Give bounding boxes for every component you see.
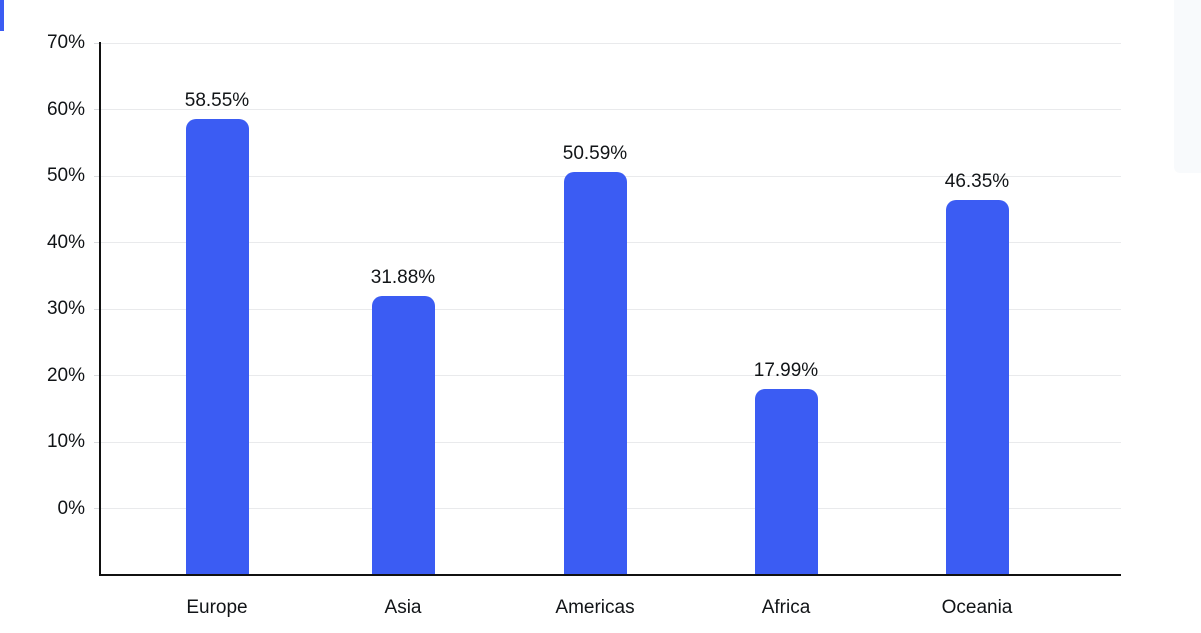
y-axis-tick [94, 109, 101, 110]
y-axis-label-30%: 30% [46, 298, 85, 319]
y-axis-label-20%: 20% [46, 364, 85, 386]
value-label-europe: 58.55% [184, 90, 250, 112]
y-axis-label-70%: 70% [46, 32, 85, 53]
y-axis-label-50%: 50% [46, 165, 85, 186]
value-label-americas: 50.59% [562, 143, 628, 165]
bar-oceania[interactable] [945, 200, 1009, 574]
y-axis-label-10%: 10% [46, 431, 85, 452]
value-label-oceania: 46.35% [944, 171, 1010, 193]
category-label-oceania: Oceania [941, 597, 1013, 618]
y-axis-label-60%: 60% [46, 98, 85, 120]
bar-americas[interactable] [563, 172, 627, 574]
y-axis-line [98, 42, 101, 576]
y-axis-tick [94, 308, 101, 310]
gridline-60% [101, 109, 1121, 110]
y-axis-tick [94, 508, 101, 509]
y-axis-label-0%: 0% [57, 497, 85, 519]
category-label-europe: Europe [186, 597, 248, 618]
value-label-africa: 17.99% [753, 359, 819, 381]
y-axis-tick [94, 441, 101, 443]
y-axis-tick [94, 242, 101, 243]
y-axis-label-40%: 40% [46, 231, 85, 253]
y-axis-tick [94, 375, 101, 376]
category-label-asia: Asia [384, 597, 422, 618]
y-axis-tick [94, 175, 101, 177]
bar-europe[interactable] [185, 119, 249, 574]
category-label-americas: Americas [555, 597, 635, 618]
bar-africa[interactable] [754, 388, 818, 574]
category-label-africa: Africa [761, 597, 811, 618]
value-label-asia: 31.88% [370, 267, 436, 289]
bar-asia[interactable] [371, 296, 435, 574]
x-axis-line [98, 573, 1121, 576]
gridline-70% [101, 42, 1121, 44]
y-axis-tick [94, 42, 101, 44]
left-edge-accent-strip [0, 0, 4, 31]
right-edge-panel [1174, 0, 1201, 173]
